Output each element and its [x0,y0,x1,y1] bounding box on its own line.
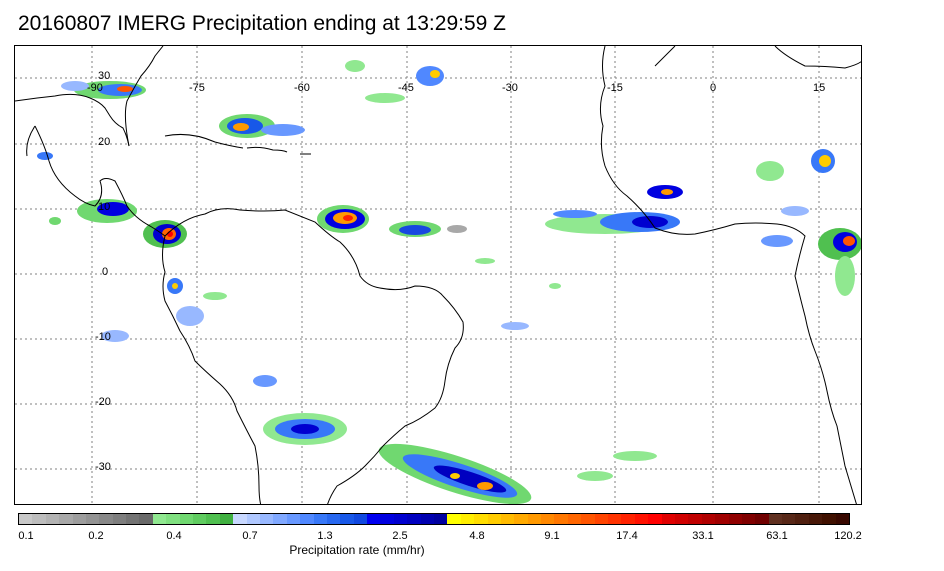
colorbar-swatch [166,514,181,524]
colorbar-swatch [353,514,368,524]
lat-label: 10 [98,201,111,213]
colorbar-swatch [755,514,770,524]
colorbar-swatch [715,514,729,524]
colorbar-tick-label: 120.2 [834,530,862,542]
lon-label: 15 [813,82,826,94]
colorbar-swatch [541,514,555,524]
lat-label: -20 [95,396,111,408]
colorbar-swatch [259,514,274,524]
colorbar-swatch [474,514,489,524]
map-canvas [15,46,861,504]
colorbar-swatch [219,514,234,524]
colorbar-swatch [112,514,127,524]
colorbar-swatch [313,514,328,524]
colorbar-swatch [273,514,288,524]
colorbar-swatch [233,514,248,524]
colorbar-swatch [85,514,100,524]
colorbar-swatch [45,514,60,524]
lon-label: -15 [607,82,623,94]
colorbar-swatch [420,514,435,524]
coastlines [15,46,861,504]
colorbar-tick-label: 9.1 [544,530,560,542]
precipitation-cells [37,60,861,504]
lon-label: 0 [710,82,717,94]
lat-label: 0 [102,266,109,278]
colorbar-swatch [206,514,221,524]
lon-label: -60 [294,82,310,94]
colorbar-tick-label: 4.8 [469,530,485,542]
colorbar-swatch [768,514,783,524]
colorbar-swatch [179,514,194,524]
colorbar-swatch [527,514,542,524]
colorbar-tick-label: 0.1 [18,530,34,542]
colorbar-swatch [608,514,622,524]
colorbar-tick-label: 33.1 [692,530,714,542]
colorbar-swatch [460,514,475,524]
colorbar-swatch [126,514,140,524]
colorbar-swatch [367,514,381,524]
colorbar-swatch [152,514,167,524]
lon-label: -30 [502,82,518,94]
colorbar-swatch [59,514,74,524]
colorbar-tick-label: 63.1 [766,530,788,542]
colorbar-swatch [393,514,408,524]
colorbar-swatch [688,514,703,524]
colorbar-swatch [567,514,582,524]
colorbar-tick-label: 17.4 [616,530,638,542]
precipitation-map[interactable]: -90 -75 -60 -45 -30 -15 0 15 30 20 10 0 … [14,45,862,505]
colorbar-tick-label: 0.7 [242,530,258,542]
colorbar-swatch [581,514,596,524]
colorbar-swatch [741,514,756,524]
colorbar-swatch [447,514,462,524]
colorbar-swatch [286,514,301,524]
lat-label: -10 [95,331,111,343]
colorbar-swatch [32,514,47,524]
colorbar-swatch [326,514,341,524]
colorbar-swatch [99,514,114,524]
lat-label: -30 [95,461,111,473]
graticule [15,46,861,504]
colorbar-swatch [554,514,569,524]
colorbar-swatch [340,514,355,524]
lon-label: -90 [87,82,103,94]
colorbar-swatch [648,514,663,524]
colorbar-swatch [808,514,823,524]
colorbar-swatch [728,514,743,524]
colorbar-swatch [19,514,33,524]
lat-label: 30 [98,70,111,82]
colorbar-swatch [661,514,676,524]
plot-title: 20160807 IMERG Precipitation ending at 1… [18,12,506,35]
colorbar-swatch [487,514,502,524]
colorbar-tick-label: 1.3 [317,530,333,542]
colorbar-swatch [72,514,87,524]
colorbar-swatch [701,514,716,524]
colorbar-swatch [380,514,395,524]
colorbar-tick-label: 0.4 [166,530,182,542]
colorbar-tick-label: 2.5 [392,530,408,542]
colorbar-swatch [674,514,689,524]
colorbar-swatch [594,514,609,524]
lat-label: 20 [98,136,111,148]
colorbar-swatch [621,514,636,524]
colorbar-swatch [782,514,796,524]
colorbar-swatch [434,514,448,524]
colorbar-swatch [634,514,649,524]
colorbar-swatch [835,514,850,524]
colorbar-swatch [500,514,515,524]
colorbar-swatch [795,514,810,524]
colorbar-swatch [139,514,154,524]
colorbar-title: Precipitation rate (mm/hr) [289,543,425,557]
colorbar-swatch [193,514,207,524]
colorbar-tick-label: 0.2 [88,530,104,542]
colorbar-swatch [514,514,529,524]
colorbar-swatch [246,514,261,524]
lon-label: -75 [189,82,205,94]
colorbar-swatch [407,514,422,524]
lon-label: -45 [398,82,414,94]
colorbar [18,513,850,525]
colorbar-swatch [822,514,837,524]
colorbar-swatch [300,514,314,524]
